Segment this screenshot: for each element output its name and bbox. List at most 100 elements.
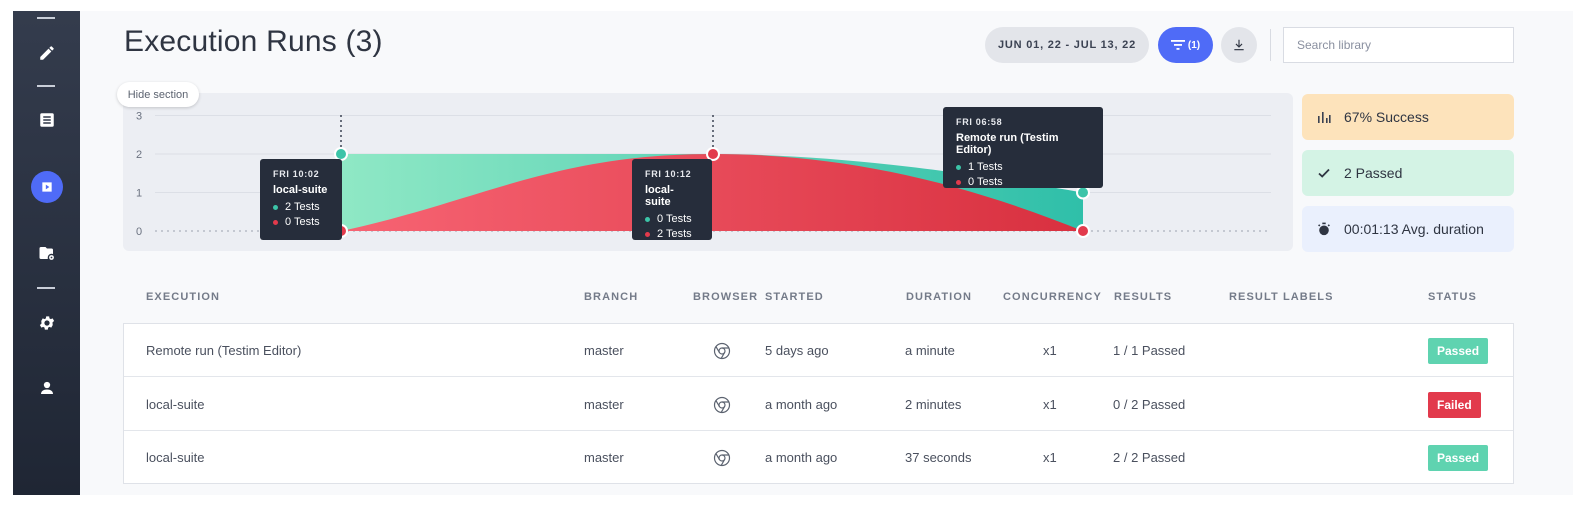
failed-point: [1076, 224, 1090, 238]
success-rate-label: 67% Success: [1344, 109, 1429, 125]
folder-gear-icon: [39, 247, 54, 260]
col-header-browser[interactable]: BROWSER: [693, 291, 759, 303]
chart-tooltip: FRI 06:58 Remote run (Testim Editor) 1 T…: [943, 107, 1103, 188]
status-badge: Passed: [1428, 337, 1489, 364]
status-badge: Passed: [1428, 444, 1489, 471]
tooltip-failed-text: 0 Tests: [285, 216, 320, 228]
sidebar-divider: [37, 17, 55, 19]
app-frame: Execution Runs (3) JUN 01, 22 - JUL 13, …: [13, 11, 1573, 495]
tooltip-passed: 1 Tests: [956, 161, 1090, 173]
page-title: Execution Runs (3): [124, 25, 383, 58]
duration: a minute: [905, 343, 955, 358]
started: a month ago: [765, 450, 838, 465]
chart-tooltip: FRI 10:02 local-suite 2 Tests 0 Tests: [260, 159, 342, 240]
sidebar: [13, 11, 80, 495]
concurrency: x1: [1043, 450, 1057, 465]
browser-cell: [713, 324, 731, 377]
sidebar-item-settings[interactable]: [32, 308, 62, 338]
check-icon: [1318, 168, 1330, 178]
table-row[interactable]: Remote run (Testim Editor) master 5 days…: [124, 324, 1513, 377]
tooltip-failed: 0 Tests: [273, 216, 329, 228]
execution-name[interactable]: local-suite: [146, 450, 205, 465]
col-header-started[interactable]: STARTED: [765, 291, 824, 303]
sidebar-item-runs[interactable]: [31, 171, 63, 203]
tooltip-passed-text: 0 Tests: [657, 213, 692, 225]
date-range-button[interactable]: JUN 01, 22 - JUL 13, 22: [985, 27, 1149, 63]
tooltip-passed-text: 2 Tests: [285, 201, 320, 213]
branch: master: [584, 397, 624, 412]
download-icon: [1234, 39, 1244, 51]
table-row[interactable]: local-suite master a month ago 2 minutes…: [124, 378, 1513, 431]
y-tick-label: 1: [136, 188, 142, 200]
sidebar-item-config[interactable]: [32, 238, 62, 268]
search-input[interactable]: [1283, 27, 1514, 63]
browser-cell: [713, 378, 731, 431]
gear-icon: [39, 316, 55, 330]
y-tick-label: 3: [136, 111, 142, 123]
tooltip-time: FRI 06:58: [956, 117, 1003, 127]
download-button[interactable]: [1221, 27, 1257, 63]
sidebar-item-editor[interactable]: [32, 38, 62, 68]
concurrency: x1: [1043, 397, 1057, 412]
avg-duration-label: 00:01:13 Avg. duration: [1344, 221, 1484, 237]
results: 0 / 2 Passed: [1113, 397, 1186, 412]
runs-chart-svg: 3 2 1 0: [136, 111, 1271, 238]
tooltip-time: FRI 10:12: [645, 169, 692, 179]
tooltip-passed: 0 Tests: [645, 213, 699, 225]
table-row[interactable]: local-suite master a month ago 37 second…: [124, 431, 1513, 484]
execution-name[interactable]: Remote run (Testim Editor): [146, 343, 302, 358]
sidebar-item-profile[interactable]: [32, 373, 62, 403]
tooltip-name: Remote run (Testim Editor): [956, 132, 1059, 156]
col-header-duration[interactable]: DURATION: [906, 291, 973, 303]
started: 5 days ago: [765, 343, 829, 358]
pencil-icon: [40, 46, 54, 60]
passed-point: [1076, 185, 1090, 200]
execution-name[interactable]: local-suite: [146, 397, 205, 412]
tooltip-failed: 0 Tests: [956, 176, 1090, 188]
tooltip-name: local-suite: [645, 184, 674, 208]
avg-duration-card: 00:01:13 Avg. duration: [1302, 206, 1514, 252]
chrome-icon: [713, 342, 731, 359]
tooltip-name: local-suite: [273, 184, 328, 196]
status-badge: Failed: [1428, 391, 1481, 418]
col-header-status[interactable]: STATUS: [1428, 291, 1477, 303]
concurrency: x1: [1043, 343, 1057, 358]
tooltip-passed: 2 Tests: [273, 201, 329, 213]
tooltip-failed-text: 2 Tests: [657, 228, 692, 240]
tooltip-passed-text: 1 Tests: [968, 161, 1003, 173]
filter-button[interactable]: (1): [1158, 27, 1213, 63]
y-tick-label: 0: [136, 226, 142, 238]
filter-count: (1): [1187, 39, 1201, 51]
browser-cell: [713, 431, 731, 484]
tooltip-failed: 2 Tests: [645, 228, 699, 240]
failed-point: [706, 147, 720, 161]
hide-section-button[interactable]: Hide section: [117, 82, 199, 107]
results: 2 / 2 Passed: [1113, 450, 1186, 465]
success-rate-card: 67% Success: [1302, 94, 1514, 140]
chrome-icon: [713, 449, 731, 466]
executions-table: Remote run (Testim Editor) master 5 days…: [123, 323, 1514, 484]
started: a month ago: [765, 397, 838, 412]
sidebar-item-tests[interactable]: [32, 105, 62, 135]
tooltip-failed-text: 0 Tests: [968, 176, 1003, 188]
sidebar-divider: [37, 287, 55, 289]
branch: master: [584, 450, 624, 465]
chart-tooltip: FRI 10:12 local-suite 0 Tests 2 Tests: [632, 159, 712, 240]
status-cell: Passed: [1428, 431, 1489, 484]
duration: 2 minutes: [905, 397, 962, 412]
stopwatch-icon: [1318, 222, 1330, 236]
filter-icon: [1170, 40, 1185, 50]
list-icon: [40, 113, 54, 127]
col-header-result-labels[interactable]: RESULT LABELS: [1229, 291, 1334, 303]
col-header-concurrency[interactable]: CONCURRENCY: [1003, 291, 1102, 303]
play-icon: [42, 182, 52, 192]
tooltip-time: FRI 10:02: [273, 169, 320, 179]
col-header-branch[interactable]: BRANCH: [584, 291, 639, 303]
chrome-icon: [713, 396, 731, 413]
sidebar-divider: [37, 85, 55, 87]
y-tick-label: 2: [136, 149, 142, 161]
bar-chart-icon: [1318, 112, 1331, 123]
results: 1 / 1 Passed: [1113, 343, 1186, 358]
col-header-execution[interactable]: EXECUTION: [146, 291, 221, 303]
col-header-results[interactable]: RESULTS: [1114, 291, 1173, 303]
